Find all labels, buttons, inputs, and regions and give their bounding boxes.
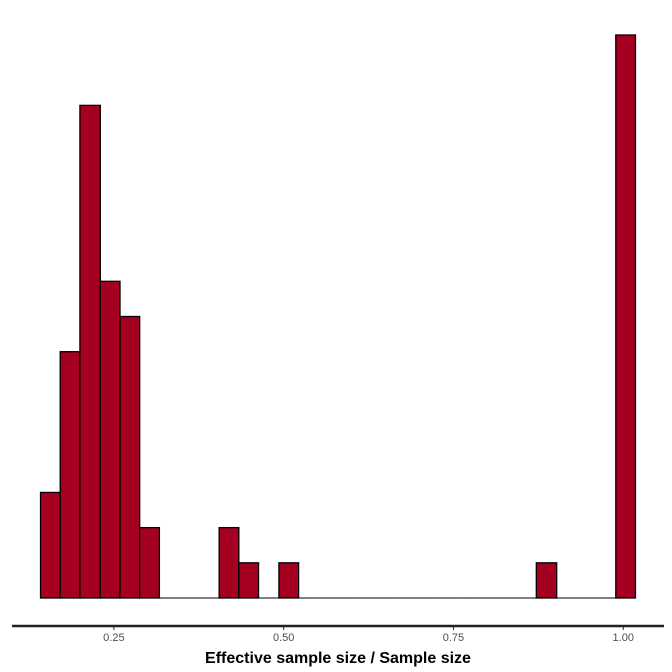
x-tick-label: 1.00 <box>613 632 634 644</box>
histogram-bar <box>59 351 81 599</box>
histogram-bar <box>535 562 558 599</box>
bars-layer <box>39 34 637 599</box>
x-tick-label: 0.75 <box>443 632 464 644</box>
x-tick-label: 0.50 <box>273 632 294 644</box>
x-tick-label: 0.25 <box>103 632 124 644</box>
histogram-bar <box>119 315 141 599</box>
histogram-bar <box>39 491 61 599</box>
x-axis-title: Effective sample size / Sample size <box>205 650 471 667</box>
histogram-bar <box>79 104 101 599</box>
histogram-bar <box>238 562 260 599</box>
histogram-bar <box>218 526 240 599</box>
histogram-bar <box>99 280 121 599</box>
histogram-bar <box>278 562 300 599</box>
histogram-bar <box>615 34 637 599</box>
x-axis-ticks: 0.25 0.50 0.75 1.00 <box>103 626 634 644</box>
histogram-bar <box>139 526 161 599</box>
